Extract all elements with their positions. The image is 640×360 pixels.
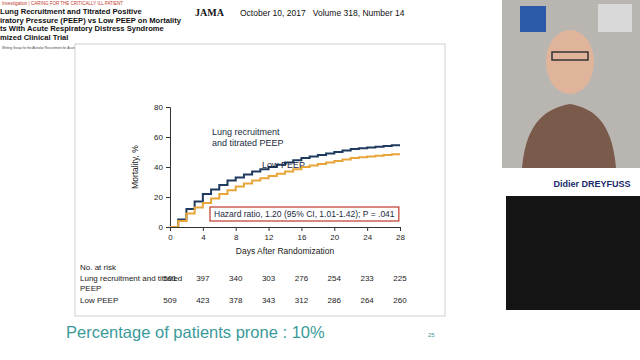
tick: 4 [201, 227, 206, 242]
tick: 28 [396, 227, 405, 242]
speaker-video [502, 0, 640, 168]
y-axis-title: Mortality, % [130, 145, 140, 189]
annotation: Hazard ratio, 1.20 (95% CI, 1.01-1.42); … [214, 209, 395, 219]
tick-label: 12 [265, 233, 274, 242]
risk-value: 254 [328, 274, 342, 283]
tick: 0 [168, 227, 173, 242]
tick-label: 0 [159, 223, 164, 232]
slide-note: Percentage of patients prone : 10% [66, 323, 325, 341]
risk-value: 286 [328, 296, 342, 305]
speaker-body [522, 104, 616, 168]
tick-mark [236, 227, 237, 231]
tick-label: 20 [154, 193, 163, 202]
tick: 0 [159, 223, 170, 232]
series-line [170, 145, 400, 228]
text-line: Low PEEP [80, 296, 118, 305]
risk-value: 225 [393, 274, 407, 283]
risk-value: 233 [360, 274, 374, 283]
risk-table-title: No. at risk [80, 263, 117, 272]
risk-value: 501 [163, 274, 177, 283]
text-line: Lung recruitment [212, 127, 280, 137]
tick-label: 60 [154, 133, 163, 142]
risk-row-label: Lung recruitment and titratedPEEP [80, 274, 182, 293]
text-line: PEEP [80, 284, 101, 293]
tick: 8 [234, 227, 239, 242]
axis-line [166, 108, 171, 228]
x-axis: 0 4 8 12 16 20 24 28 [168, 227, 405, 242]
logo [520, 6, 546, 32]
axis-line [171, 228, 401, 232]
slide: Didier DREYFUSS Investigation | CARING FO… [0, 0, 640, 360]
risk-value: 423 [196, 296, 210, 305]
tick: 20 [154, 193, 170, 202]
speaker-name: Didier DREYFUSS [553, 179, 630, 189]
tick-mark [269, 227, 270, 231]
risk-value: 276 [295, 274, 309, 283]
figure-frame [75, 44, 445, 316]
tick-mark [400, 227, 401, 231]
x-axis-title: Days After Randomization [236, 246, 335, 256]
tick-label: 28 [396, 233, 405, 242]
plot-area [170, 145, 400, 228]
speaker-head [546, 30, 594, 94]
text-line: and titrated PEEP [212, 138, 284, 148]
risk-value: 303 [262, 274, 276, 283]
journal: JAMA [195, 7, 225, 18]
citation: October 10, 2017 Volume 318, Number 14 [240, 8, 405, 18]
series-label: Lung recruitmentand titrated PEEP [212, 127, 284, 148]
tick-mark [166, 137, 170, 138]
tick: 80 [154, 103, 170, 112]
paper-title: mized Clinical Trial [0, 33, 68, 42]
tick-label: 16 [297, 233, 306, 242]
background [0, 0, 640, 360]
tick-mark [166, 197, 170, 198]
tick: 16 [297, 227, 306, 242]
tick-label: 24 [363, 233, 372, 242]
risk-value: 264 [360, 296, 374, 305]
video-frame [502, 0, 640, 168]
section-label: Investigation | CARING FOR THE CRITICALL… [2, 1, 123, 6]
tick: 40 [154, 163, 170, 172]
annotation-box [210, 207, 399, 221]
tick-label: 40 [154, 163, 163, 172]
tick: 60 [154, 133, 170, 142]
tick-mark [166, 107, 170, 108]
risk-value: 509 [163, 296, 177, 305]
logo [598, 4, 632, 32]
page-number: 25 [428, 332, 435, 338]
text-line: Lung recruitment and titrated [80, 274, 182, 283]
series-line [170, 154, 400, 228]
tick-mark [334, 227, 335, 231]
risk-value: 378 [229, 296, 243, 305]
tick-mark [166, 167, 170, 168]
tick-mark [170, 227, 171, 231]
tick-label: 4 [201, 233, 206, 242]
tick-label: 20 [330, 233, 339, 242]
tick-label: 8 [234, 233, 239, 242]
risk-row-label: Low PEEP [80, 296, 118, 305]
tick-mark [166, 227, 170, 228]
tick-mark [301, 227, 302, 231]
tick-label: 80 [154, 103, 163, 112]
risk-value: 340 [229, 274, 243, 283]
tick: 20 [330, 227, 339, 242]
tick: 24 [363, 227, 372, 242]
risk-value: 397 [196, 274, 210, 283]
risk-value: 343 [262, 296, 276, 305]
series-label: Low PEEP [262, 160, 305, 170]
risk-value: 260 [393, 296, 407, 305]
tick-label: 0 [168, 233, 173, 242]
y-axis: 0 20 40 60 80 [154, 103, 170, 232]
tick: 12 [265, 227, 274, 242]
monitor [506, 196, 640, 310]
risk-value: 312 [295, 296, 309, 305]
glasses [552, 52, 588, 60]
tick-mark [203, 227, 204, 231]
tick-mark [367, 227, 368, 231]
